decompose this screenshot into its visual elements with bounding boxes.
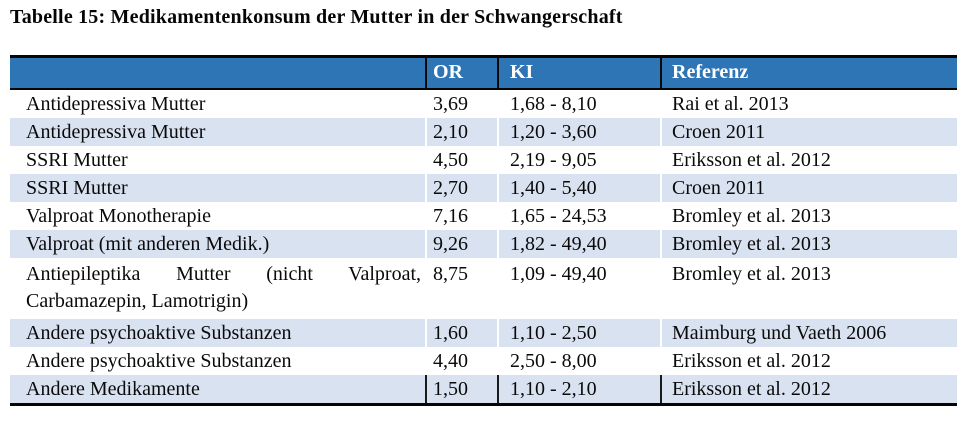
cell-or: 4,40 bbox=[425, 347, 497, 375]
cell-ki: 1,10 - 2,50 bbox=[497, 319, 660, 347]
table-row: Andere psychoaktive Substanzen 1,60 1,10… bbox=[10, 319, 957, 347]
cell-or: 9,26 bbox=[425, 230, 497, 258]
cell-ki: 1,09 - 49,40 bbox=[497, 258, 660, 319]
cell-ki: 1,20 - 3,60 bbox=[497, 118, 660, 146]
cell-ki: 1,10 - 2,10 bbox=[497, 375, 660, 403]
table-header-row: OR KI Referenz bbox=[10, 58, 957, 90]
header-cell-or: OR bbox=[425, 58, 497, 88]
table-row: Antidepressiva Mutter 3,69 1,68 - 8,10 R… bbox=[10, 90, 957, 118]
cell-ki: 1,82 - 49,40 bbox=[497, 230, 660, 258]
cell-substanz: Antidepressiva Mutter bbox=[26, 93, 206, 115]
cell-referenz: Croen 2011 bbox=[660, 118, 957, 146]
cell-ki: 1,40 - 5,40 bbox=[497, 174, 660, 202]
cell-referenz: Bromley et al. 2013 bbox=[660, 230, 957, 258]
cell-substanz: Antiepileptika Mutter (nicht Valproat, C… bbox=[26, 263, 421, 312]
cell-referenz: Bromley et al. 2013 bbox=[660, 258, 957, 319]
table-row: Valproat Monotherapie 7,16 1,65 - 24,53 … bbox=[10, 202, 957, 230]
cell-or: 1,60 bbox=[425, 319, 497, 347]
table-row: SSRI Mutter 4,50 2,19 - 9,05 Eriksson et… bbox=[10, 146, 957, 174]
cell-substanz: SSRI Mutter bbox=[26, 177, 128, 199]
cell-ki: 2,50 - 8,00 bbox=[497, 347, 660, 375]
cell-substanz: Valproat (mit anderen Medik.) bbox=[26, 233, 270, 255]
table-row: Valproat (mit anderen Medik.) 9,26 1,82 … bbox=[10, 230, 957, 258]
cell-ki: 2,19 - 9,05 bbox=[497, 146, 660, 174]
cell-or: 4,50 bbox=[425, 146, 497, 174]
table-row: Antiepileptika Mutter (nicht Valproat, C… bbox=[10, 258, 957, 319]
table-row: SSRI Mutter 2,70 1,40 - 5,40 Croen 2011 bbox=[10, 174, 957, 202]
cell-or: 7,16 bbox=[425, 202, 497, 230]
header-cell-ki: KI bbox=[497, 58, 660, 88]
cell-substanz: SSRI Mutter bbox=[26, 149, 128, 171]
cell-or: 2,10 bbox=[425, 118, 497, 146]
cell-referenz: Rai et al. 2013 bbox=[660, 90, 957, 118]
cell-substanz: Andere Medikamente bbox=[26, 378, 200, 400]
medication-table: OR KI Referenz Antidepressiva Mutter 3,6… bbox=[10, 55, 957, 406]
cell-referenz: Maimburg und Vaeth 2006 bbox=[660, 319, 957, 347]
cell-substanz: Andere psychoaktive Substanzen bbox=[26, 322, 292, 344]
header-cell-substance bbox=[10, 58, 425, 88]
cell-ki: 1,68 - 8,10 bbox=[497, 90, 660, 118]
cell-or: 8,75 bbox=[425, 258, 497, 319]
cell-substanz: Valproat Monotherapie bbox=[26, 205, 211, 227]
cell-substanz: Antidepressiva Mutter bbox=[26, 121, 206, 143]
table-caption: Tabelle 15: Medikamentenkonsum der Mutte… bbox=[10, 6, 623, 28]
cell-or: 1,50 bbox=[425, 375, 497, 403]
table-row: Andere psychoaktive Substanzen 4,40 2,50… bbox=[10, 347, 957, 375]
cell-ki: 1,65 - 24,53 bbox=[497, 202, 660, 230]
header-cell-referenz: Referenz bbox=[660, 58, 957, 88]
cell-referenz: Eriksson et al. 2012 bbox=[660, 146, 957, 174]
cell-referenz: Eriksson et al. 2012 bbox=[660, 375, 957, 403]
cell-referenz: Eriksson et al. 2012 bbox=[660, 347, 957, 375]
table-row: Andere Medikamente 1,50 1,10 - 2,10 Erik… bbox=[10, 375, 957, 403]
table-row: Antidepressiva Mutter 2,10 1,20 - 3,60 C… bbox=[10, 118, 957, 146]
cell-referenz: Croen 2011 bbox=[660, 174, 957, 202]
cell-or: 3,69 bbox=[425, 90, 497, 118]
cell-substanz: Andere psychoaktive Substanzen bbox=[26, 350, 292, 372]
cell-or: 2,70 bbox=[425, 174, 497, 202]
cell-referenz: Bromley et al. 2013 bbox=[660, 202, 957, 230]
